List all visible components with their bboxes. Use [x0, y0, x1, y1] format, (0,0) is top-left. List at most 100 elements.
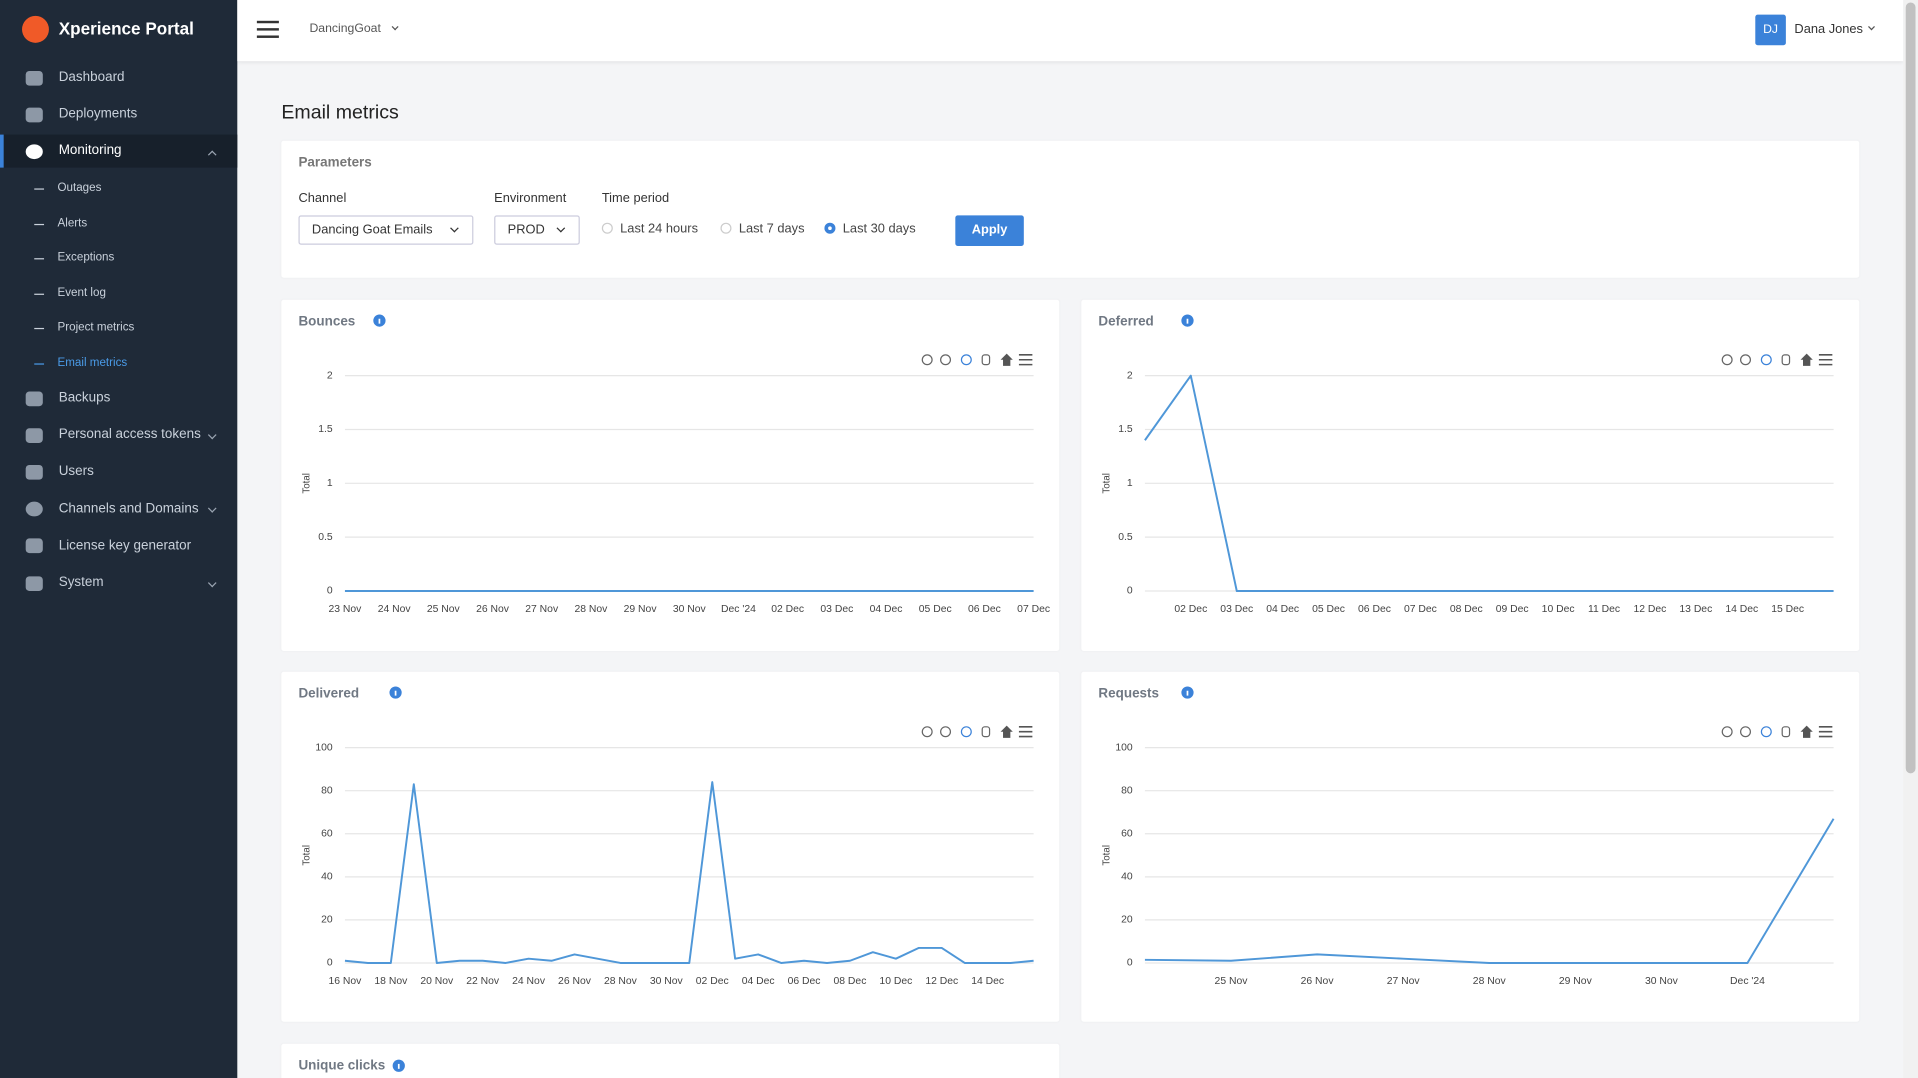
y-tick-label: 100 — [1115, 742, 1133, 753]
toolbar-button[interactable] — [921, 354, 933, 366]
x-tick-label: 25 Nov — [1215, 976, 1249, 987]
toolbar-button[interactable] — [960, 354, 972, 366]
nav-item[interactable]: System — [58, 575, 104, 590]
nav-item[interactable]: Users — [58, 463, 94, 479]
toolbar-button[interactable] — [981, 726, 991, 738]
brand: Xperience Portal — [58, 18, 194, 38]
line-series — [344, 781, 1034, 964]
icon — [25, 428, 43, 443]
channel-select[interactable]: Dancing Goat Emails — [298, 215, 474, 245]
icon — [25, 144, 43, 160]
y-tick-label: 1 — [1127, 478, 1133, 489]
y-tick-label: 1.5 — [1118, 424, 1133, 435]
sub-item[interactable]: Exceptions — [34, 250, 115, 265]
toolbar-button[interactable] — [1000, 725, 1013, 738]
toolbar-button[interactable] — [940, 726, 952, 738]
field-label: Time period — [601, 190, 670, 206]
chevron — [207, 430, 217, 440]
toolbar-button[interactable] — [1740, 354, 1752, 366]
scrollbar[interactable] — [1903, 0, 1918, 1078]
radio[interactable]: Last 7 days — [720, 221, 805, 236]
x-tick-label: 30 Nov — [650, 976, 684, 987]
y-tick-label: 20 — [321, 915, 333, 926]
y-tick-label: 0.5 — [1118, 532, 1133, 543]
x-tick-label: 05 Dec — [1312, 604, 1345, 615]
field-label: Channel — [298, 190, 347, 206]
y-tick-label: 1 — [327, 478, 333, 489]
chart-card: Requests 0 20 40 60 80 100 25 Nov 26 Nov 27 Nov 2… — [1081, 671, 1860, 1022]
nav-item[interactable]: Backups — [58, 390, 111, 406]
menu-button[interactable] — [256, 20, 279, 24]
toolbar-button[interactable] — [1781, 354, 1791, 366]
toolbar-button[interactable] — [940, 354, 952, 366]
chart: 0 0.5 1 1.5 2 02 Dec 03 Dec 04 Dec 05 Dec 06 Dec 0… — [1102, 314, 1834, 615]
toolbar-button[interactable] — [1781, 726, 1791, 738]
y-tick-label: 1.5 — [318, 424, 333, 435]
scroll-thumb[interactable] — [1905, 2, 1916, 774]
x-tick-label: 28 Nov — [604, 976, 638, 987]
nav-item[interactable]: License key generator — [58, 538, 192, 554]
toolbar-button[interactable] — [1800, 725, 1813, 738]
y-tick-label: 80 — [321, 785, 333, 796]
apply-button[interactable]: Apply — [955, 215, 1024, 246]
toolbar-button[interactable] — [1740, 726, 1752, 738]
x-tick-label: 14 Dec — [1725, 604, 1758, 615]
x-tick-label: 12 Dec — [925, 976, 958, 987]
x-tick-label: 24 Nov — [378, 604, 412, 615]
avatar[interactable]: DJ — [1755, 14, 1786, 46]
x-tick-label: 03 Dec — [820, 604, 853, 615]
icon — [25, 464, 43, 480]
toolbar-button[interactable] — [1800, 353, 1813, 366]
toolbar-button[interactable] — [1721, 726, 1733, 738]
sub-item[interactable]: Project metrics — [34, 320, 135, 335]
x-tick-label: 02 Dec — [771, 604, 804, 615]
toolbar-button[interactable] — [1760, 726, 1772, 738]
x-tick-label: 12 Dec — [1633, 604, 1666, 615]
x-tick-label: 29 Nov — [1559, 976, 1593, 987]
x-tick-label: 26 Nov — [1301, 976, 1335, 987]
environment-select[interactable]: PROD — [494, 215, 580, 245]
sub-item[interactable]: Email metrics — [34, 356, 128, 370]
toolbar-button[interactable] — [981, 354, 991, 366]
x-tick-label: 04 Dec — [870, 604, 903, 615]
toolbar-button[interactable] — [921, 726, 933, 738]
x-tick-label: 08 Dec — [1450, 604, 1483, 615]
nav-item[interactable]: Deployments — [58, 106, 138, 122]
toolbar-button[interactable] — [1000, 353, 1013, 366]
chart-card: Unique clicks — [281, 1043, 1060, 1078]
y-tick-label: 100 — [315, 742, 333, 753]
y-tick-label: 2 — [1127, 370, 1133, 381]
radio[interactable]: Last 30 days — [824, 221, 916, 236]
user-menu[interactable]: Dana Jones — [1794, 22, 1863, 37]
card-title: Unique clicks — [298, 1058, 386, 1074]
nav-item[interactable]: Personal access tokens — [58, 427, 201, 442]
info-glyph — [1186, 690, 1189, 696]
toolbar-button[interactable] — [1760, 354, 1772, 366]
nav-item[interactable]: Channels and Domains — [58, 501, 199, 517]
x-tick-label: 07 Dec — [1017, 604, 1050, 615]
toolbar-button[interactable] — [960, 726, 972, 738]
select-value: PROD — [507, 222, 545, 238]
chevron — [207, 504, 217, 513]
sub-item[interactable]: Outages — [34, 181, 102, 195]
nav-item[interactable]: Monitoring — [58, 143, 122, 158]
x-tick-label: 13 Dec — [1679, 604, 1712, 615]
x-tick-label: 06 Dec — [968, 604, 1001, 615]
info-icon-holder — [392, 1059, 405, 1072]
x-tick-label: 27 Nov — [525, 604, 559, 615]
x-tick-label: 03 Dec — [1220, 604, 1253, 615]
info-glyph — [394, 690, 397, 696]
y-tick-label: 2 — [327, 370, 333, 381]
nav-item[interactable]: Dashboard — [58, 69, 125, 85]
x-tick-label: 25 Nov — [427, 604, 461, 615]
site-selector[interactable]: DancingGoat — [309, 22, 381, 36]
sub-item[interactable]: Alerts — [33, 216, 88, 231]
sub-item[interactable]: Event log — [34, 286, 106, 300]
x-tick-label: 04 Dec — [742, 976, 775, 987]
toolbar-button[interactable] — [1721, 354, 1733, 366]
x-tick-label: 22 Nov — [466, 976, 500, 987]
select-value: Dancing Goat Emails — [311, 222, 433, 238]
radio[interactable]: Last 24 hours — [601, 221, 698, 236]
y-tick-label: 20 — [1121, 915, 1133, 926]
x-tick-label: 14 Dec — [971, 976, 1004, 987]
